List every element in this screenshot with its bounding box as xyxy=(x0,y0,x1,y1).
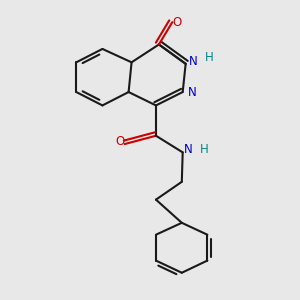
Text: O: O xyxy=(172,16,182,29)
Text: N: N xyxy=(184,143,193,156)
Text: N: N xyxy=(189,55,197,68)
Text: O: O xyxy=(116,135,125,148)
Text: N: N xyxy=(188,85,197,98)
Text: H: H xyxy=(205,51,214,64)
Text: H: H xyxy=(200,143,209,156)
